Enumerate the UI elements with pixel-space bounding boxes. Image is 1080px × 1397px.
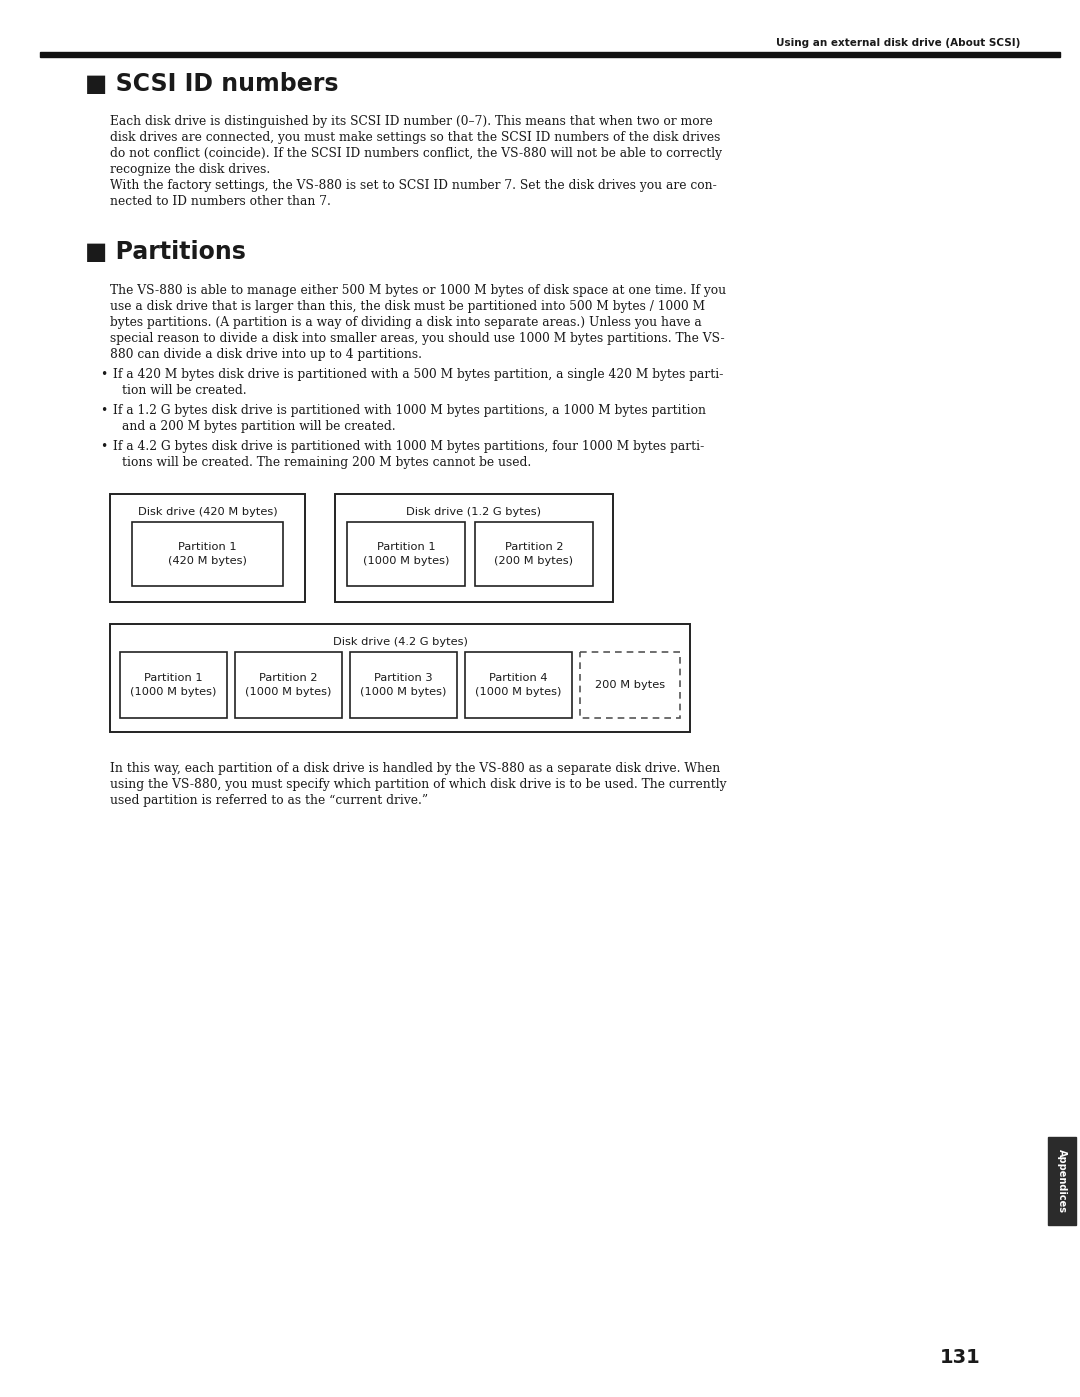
Text: tions will be created. The remaining 200 M bytes cannot be used.: tions will be created. The remaining 200…	[122, 455, 531, 469]
Text: With the factory settings, the VS-880 is set to SCSI ID number 7. Set the disk d: With the factory settings, the VS-880 is…	[110, 179, 717, 191]
Bar	[110, 495, 305, 602]
Text: bytes partitions. (A partition is a way of dividing a disk into separate areas.): bytes partitions. (A partition is a way …	[110, 316, 702, 330]
Text: •: •	[100, 440, 107, 453]
Text: Each disk drive is distinguished by its SCSI ID number (0–7). This means that wh: Each disk drive is distinguished by its …	[110, 115, 713, 129]
Bar	[235, 652, 342, 718]
Text: If a 4.2 G bytes disk drive is partitioned with 1000 M bytes partitions, four 10: If a 4.2 G bytes disk drive is partition…	[113, 440, 704, 453]
Text: 880 can divide a disk drive into up to 4 partitions.: 880 can divide a disk drive into up to 4…	[110, 348, 422, 360]
Text: used partition is referred to as the “current drive.”: used partition is referred to as the “cu…	[110, 793, 428, 807]
Text: disk drives are connected, you must make settings so that the SCSI ID numbers of: disk drives are connected, you must make…	[110, 131, 720, 144]
Text: recognize the disk drives.: recognize the disk drives.	[110, 163, 270, 176]
Text: Disk drive (4.2 G bytes): Disk drive (4.2 G bytes)	[333, 637, 468, 647]
Text: special reason to divide a disk into smaller areas, you should use 1000 M bytes : special reason to divide a disk into sma…	[110, 332, 725, 345]
Text: The VS-880 is able to manage either 500 M bytes or 1000 M bytes of disk space at: The VS-880 is able to manage either 500 …	[110, 284, 726, 298]
Bar	[465, 652, 572, 718]
Text: •: •	[100, 367, 107, 381]
Bar	[580, 652, 680, 718]
Bar	[350, 652, 457, 718]
Text: and a 200 M bytes partition will be created.: and a 200 M bytes partition will be crea…	[122, 420, 395, 433]
Bar	[110, 624, 690, 732]
Text: Partition 2
(1000 M bytes): Partition 2 (1000 M bytes)	[245, 672, 332, 697]
Text: 200 M bytes: 200 M bytes	[595, 680, 665, 690]
Text: nected to ID numbers other than 7.: nected to ID numbers other than 7.	[110, 196, 330, 208]
Text: do not conflict (coincide). If the SCSI ID numbers conflict, the VS-880 will not: do not conflict (coincide). If the SCSI …	[110, 147, 723, 161]
Text: If a 1.2 G bytes disk drive is partitioned with 1000 M bytes partitions, a 1000 : If a 1.2 G bytes disk drive is partition…	[113, 404, 706, 416]
Text: Appendices: Appendices	[1057, 1148, 1067, 1213]
Text: Partition 1
(420 M bytes): Partition 1 (420 M bytes)	[168, 542, 247, 566]
Text: Partition 1
(1000 M bytes): Partition 1 (1000 M bytes)	[363, 542, 449, 566]
Text: Using an external disk drive (About SCSI): Using an external disk drive (About SCSI…	[775, 38, 1020, 47]
Text: Partition 1
(1000 M bytes): Partition 1 (1000 M bytes)	[131, 672, 217, 697]
Text: •: •	[100, 404, 107, 416]
Text: Disk drive (420 M bytes): Disk drive (420 M bytes)	[137, 507, 278, 517]
Text: use a disk drive that is larger than this, the disk must be partitioned into 500: use a disk drive that is larger than thi…	[110, 300, 705, 313]
Bar	[475, 522, 593, 585]
Text: Partition 3
(1000 M bytes): Partition 3 (1000 M bytes)	[361, 672, 447, 697]
Text: 131: 131	[940, 1348, 981, 1368]
Bar	[132, 522, 283, 585]
Text: If a 420 M bytes disk drive is partitioned with a 500 M bytes partition, a singl: If a 420 M bytes disk drive is partition…	[113, 367, 724, 381]
Bar	[120, 652, 227, 718]
Text: Partition 2
(200 M bytes): Partition 2 (200 M bytes)	[495, 542, 573, 566]
Text: ■ Partitions: ■ Partitions	[85, 240, 246, 264]
Text: tion will be created.: tion will be created.	[122, 384, 246, 397]
Text: ■ SCSI ID numbers: ■ SCSI ID numbers	[85, 73, 338, 96]
Text: Partition 4
(1000 M bytes): Partition 4 (1000 M bytes)	[475, 672, 562, 697]
Bar	[347, 522, 465, 585]
Bar	[1048, 1137, 1076, 1225]
Text: In this way, each partition of a disk drive is handled by the VS-880 as a separa: In this way, each partition of a disk dr…	[110, 761, 720, 775]
Bar	[335, 495, 613, 602]
Bar	[40, 52, 1059, 57]
Text: using the VS-880, you must specify which partition of which disk drive is to be : using the VS-880, you must specify which…	[110, 778, 727, 791]
Text: Disk drive (1.2 G bytes): Disk drive (1.2 G bytes)	[406, 507, 541, 517]
